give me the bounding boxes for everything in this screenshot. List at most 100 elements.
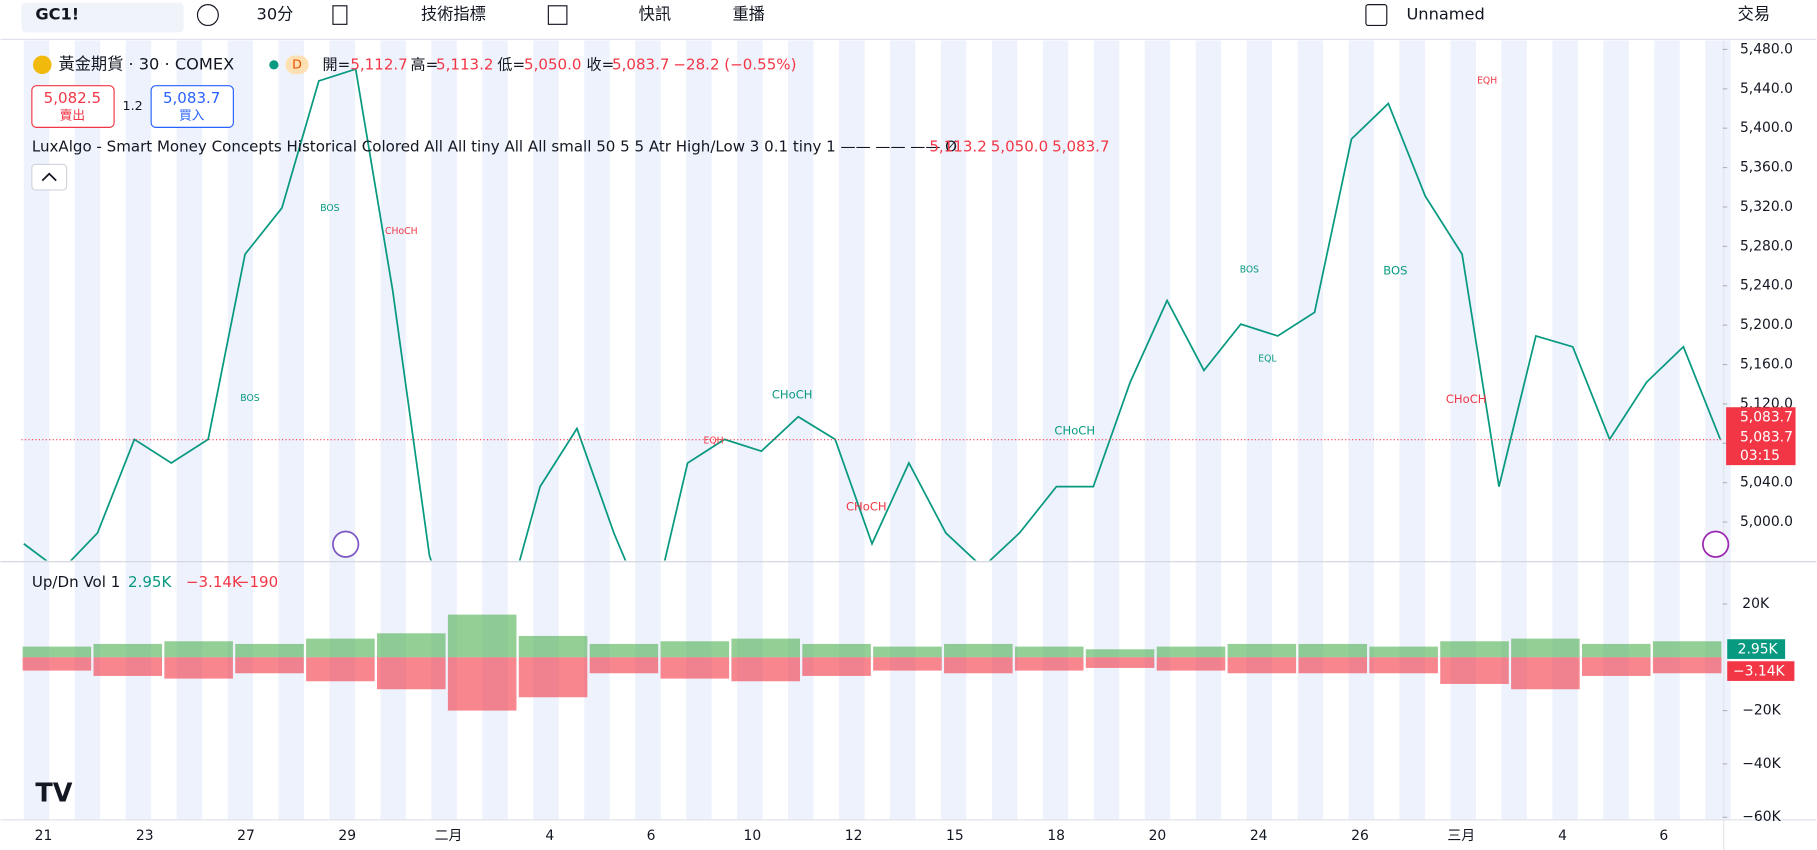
collapse-button[interactable] <box>31 163 68 191</box>
y-tick-label: 5,440.0 <box>1740 81 1793 97</box>
volume-up-bar <box>802 643 871 658</box>
volume-down-bar <box>164 657 233 679</box>
volume-down-bar <box>518 657 588 698</box>
layout-name[interactable]: Unnamed <box>1406 5 1484 24</box>
session-shade <box>278 40 305 820</box>
smc-label: BOS <box>1383 263 1407 277</box>
smc-label: EQH <box>1477 76 1497 87</box>
chart-type[interactable] <box>332 5 348 25</box>
volume-down-bar <box>1014 657 1084 671</box>
buy-button[interactable] <box>150 85 234 128</box>
session-shade <box>1348 40 1375 820</box>
layout-icon[interactable] <box>1365 4 1388 27</box>
session-shade <box>1093 40 1120 820</box>
volume-up-bar <box>1581 643 1651 658</box>
go-to-button[interactable] <box>332 530 360 558</box>
session-shade <box>686 40 712 820</box>
sell-button[interactable] <box>31 85 115 128</box>
down-box-label: −3.14K <box>1733 664 1786 680</box>
indicator-close: 5,083.7 <box>1052 138 1109 156</box>
buy-label[interactable]: 買入 <box>179 108 205 123</box>
volume-down-bar <box>1227 657 1297 674</box>
x-tick-label: 29 <box>338 828 356 844</box>
x-tick-label: 26 <box>1351 828 1369 844</box>
axes: 5,480.0 5,440.0 5,400.0 5,360.0 5,320.0 5,280… <box>35 41 1796 844</box>
session-shade <box>635 40 661 820</box>
session-shade <box>533 40 559 820</box>
y-tick-label: 5,360.0 <box>1740 160 1793 176</box>
flash-button[interactable] <box>1702 530 1730 558</box>
add-symbol[interactable] <box>196 4 219 27</box>
volume-up-bar <box>1156 646 1226 658</box>
x-tick-label: 12 <box>845 828 863 844</box>
symbol-search[interactable] <box>21 2 184 33</box>
buy-price[interactable]: 5,083.7 <box>163 89 220 107</box>
volume-down-bar <box>944 657 1013 674</box>
tv-logo: TV <box>35 778 72 808</box>
smc-label: CHoCH <box>846 500 887 514</box>
replay[interactable]: 重播 <box>732 5 764 24</box>
down-box <box>1727 661 1795 681</box>
session-shade <box>1501 40 1527 820</box>
session-shade <box>889 40 916 820</box>
session-shade <box>1450 40 1476 820</box>
sell-price[interactable]: 5,082.5 <box>44 89 101 107</box>
badge-text: D <box>292 57 302 72</box>
session-shade <box>788 40 814 820</box>
session-shade <box>1042 40 1069 820</box>
volume-down-bar <box>1440 657 1509 684</box>
x-tick-label: 18 <box>1047 828 1065 844</box>
volume-down-bar <box>1369 657 1438 674</box>
x-tick-label: 27 <box>237 828 255 844</box>
templates[interactable] <box>547 5 568 25</box>
close-label: 收= <box>587 55 615 73</box>
y-tick-label: 5,040.0 <box>1740 475 1793 491</box>
trade[interactable]: 交易 <box>1738 5 1770 24</box>
alerts[interactable]: 快訊 <box>639 5 671 24</box>
y-tick-label: 5,000.0 <box>1740 514 1793 530</box>
legend-symbol: 黃金期貨 · 30 · COMEX <box>59 54 235 73</box>
volume-up-bar <box>1511 638 1580 658</box>
volume-down-bar <box>1156 657 1226 671</box>
high-value: 5,113.2 <box>436 55 493 73</box>
badge <box>285 55 309 75</box>
indicators[interactable]: 技術指標 <box>421 5 486 24</box>
y-tick-label: 5,160.0 <box>1740 357 1793 373</box>
volume-up: 2.95K <box>128 573 173 591</box>
volume-up-bar <box>944 643 1013 658</box>
session-shade <box>991 40 1018 820</box>
y-tick-label: 5,480.0 <box>1740 41 1793 57</box>
countdown: 03:15 <box>1740 448 1780 464</box>
volume-down-bar <box>447 657 517 711</box>
symbol-logo <box>33 55 52 75</box>
y-tick-label: 20K <box>1742 596 1770 612</box>
smc-label: CHoCH <box>1446 392 1487 406</box>
volume-up-bar <box>1652 641 1722 658</box>
session-shade <box>940 40 967 820</box>
session-shade <box>329 40 355 820</box>
sell-label[interactable]: 賣出 <box>60 108 85 123</box>
session-shade <box>1246 40 1273 820</box>
x-tick-label: 15 <box>946 828 964 844</box>
indicator-high: 5,113.2 <box>929 138 986 156</box>
smc-label: BOS <box>240 393 259 404</box>
volume-down-bar <box>1652 657 1722 674</box>
indicator-name: LuxAlgo - Smart Money Concepts Historica… <box>32 138 957 156</box>
volume-up-bar <box>306 638 375 658</box>
collapse-icon[interactable] <box>41 172 57 182</box>
up-box <box>1727 639 1786 659</box>
last-price-box <box>1726 407 1796 466</box>
interval[interactable]: 30分 <box>257 5 294 24</box>
symbol[interactable]: GC1! <box>35 5 79 24</box>
volume-name: Up/Dn Vol 1 <box>32 573 120 591</box>
volume-down-bar <box>660 657 730 679</box>
y-tick-label: −40K <box>1742 756 1781 772</box>
x-tick-label: 6 <box>1659 828 1668 844</box>
session-shade <box>737 40 763 820</box>
volume-up-bar <box>235 643 304 658</box>
x-tick-label: 4 <box>545 828 554 844</box>
smc-label: BOS <box>1240 264 1259 275</box>
session-shade <box>380 40 406 820</box>
spread: 1.2 <box>122 99 142 114</box>
